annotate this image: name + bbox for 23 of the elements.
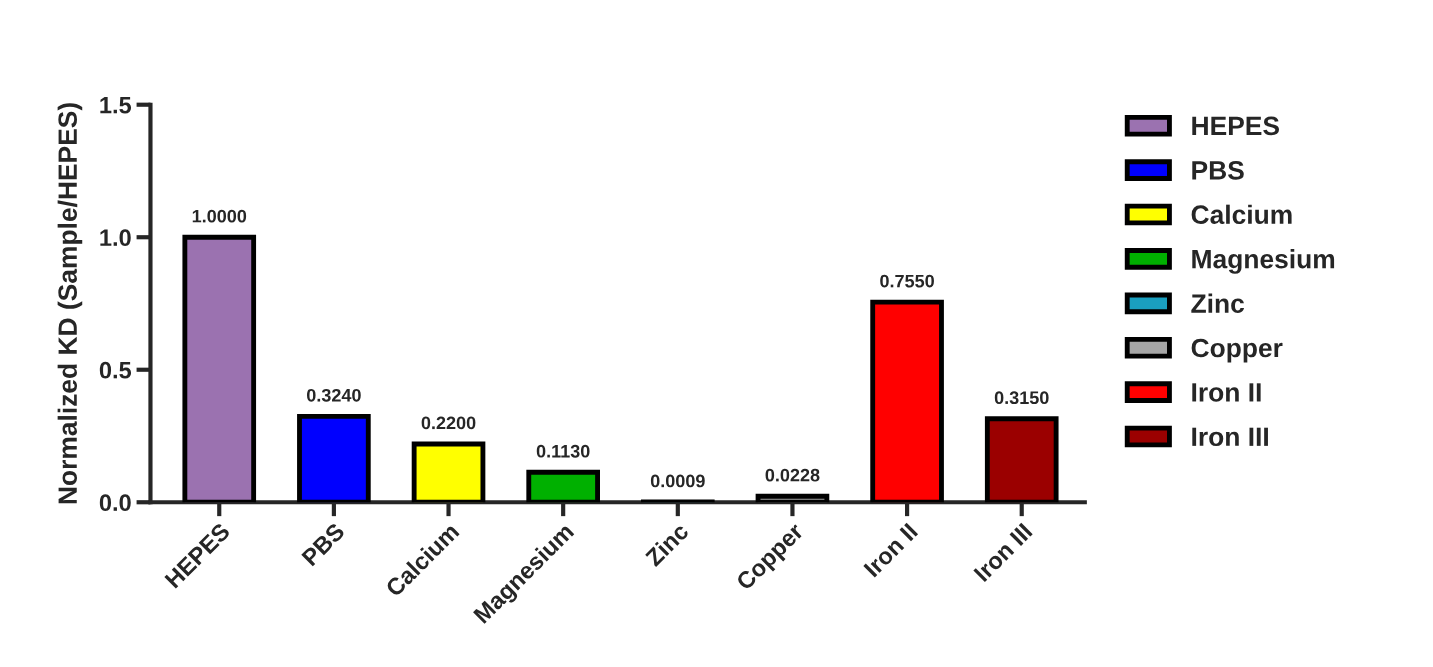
legend-label: HEPES <box>1192 116 1279 136</box>
legend-label: Copper <box>1191 338 1283 363</box>
y-axis-title: Normalized KD (Sample/HEPES) <box>57 103 83 504</box>
legend-label: Calcium <box>1191 204 1292 225</box>
x-tick-label: Iron II <box>863 522 919 578</box>
legend-label: Iron III <box>1192 427 1268 447</box>
y-tick-label: 1.0 <box>100 229 131 247</box>
legend-label: Iron II <box>1192 383 1261 402</box>
data-label: 0.3240 <box>306 388 361 402</box>
data-label: 1.0000 <box>192 209 247 223</box>
data-label: 0.3150 <box>994 391 1049 405</box>
legend-label: Zinc <box>1191 293 1245 313</box>
y-tick-label: 0.5 <box>99 361 132 379</box>
data-label: 0.1130 <box>536 444 590 458</box>
legend-label: Magnesium <box>1192 249 1335 274</box>
legend-label: PBS <box>1192 160 1244 180</box>
data-label: 0.0009 <box>650 474 705 488</box>
y-tick-label: 1.5 <box>100 97 132 114</box>
data-label: 0.0228 <box>765 468 820 482</box>
data-label: 0.7550 <box>880 274 934 288</box>
data-label: 0.2200 <box>421 416 476 430</box>
x-tick-label: Iron III <box>973 522 1033 583</box>
y-tick-label: 0.0 <box>99 494 131 512</box>
